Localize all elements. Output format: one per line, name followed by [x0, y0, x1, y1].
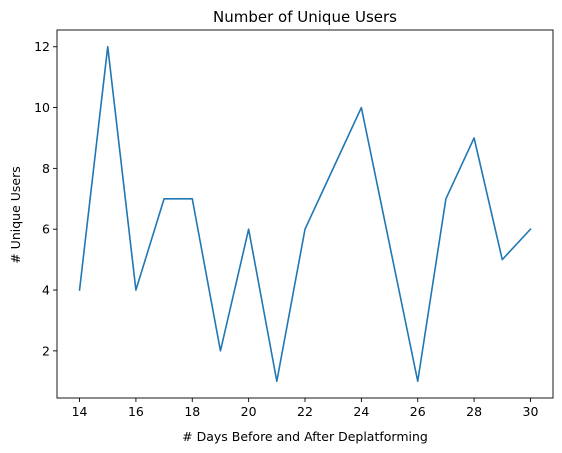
x-axis-label: # Days Before and After Deplatforming [182, 429, 428, 444]
x-tick-label: 20 [241, 404, 257, 419]
y-axis-label: # Unique Users [8, 166, 23, 264]
plot-frame [56, 29, 554, 399]
y-tick-label: 12 [34, 39, 50, 54]
y-tick-label: 4 [42, 283, 50, 298]
x-tick-label: 14 [72, 404, 88, 419]
x-tick-label: 28 [466, 404, 482, 419]
x-tick-label: 26 [410, 404, 426, 419]
series-line [78, 45, 532, 383]
y-tick-label: 8 [42, 161, 50, 176]
x-tick-label: 24 [353, 404, 369, 419]
y-tick-label: 2 [42, 343, 50, 358]
x-tick-label: 22 [297, 404, 313, 419]
x-tick-label: 30 [523, 404, 539, 419]
y-tick-label: 6 [42, 222, 50, 237]
x-tick-label: 16 [128, 404, 144, 419]
x-tick-label: 18 [184, 404, 200, 419]
chart-title: Number of Unique Users [213, 8, 397, 26]
y-tick-label: 10 [34, 100, 50, 115]
